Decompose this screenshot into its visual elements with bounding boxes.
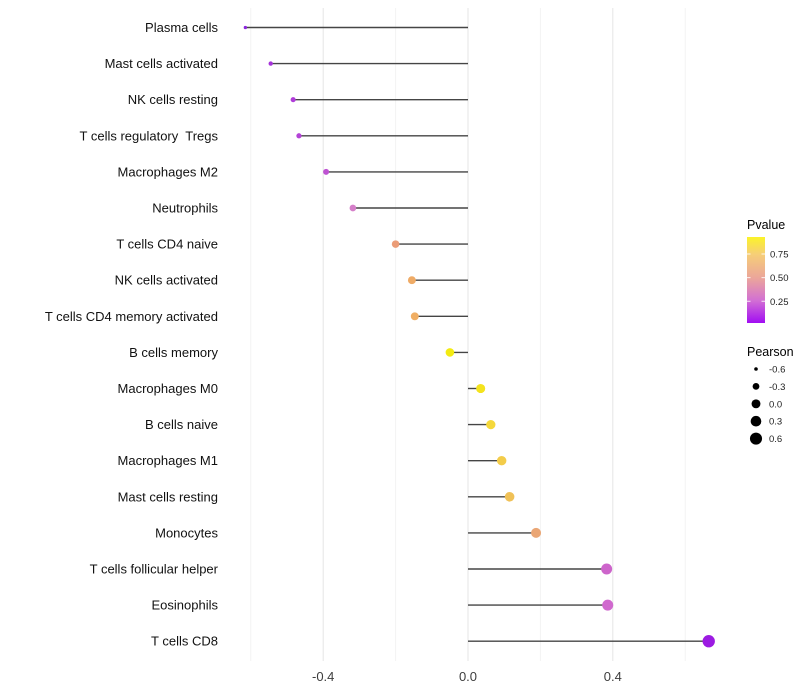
lollipop-row: T cells CD4 memory activated (45, 309, 468, 324)
lollipop-dot (268, 61, 273, 66)
pvalue-legend: Pvalue 0.75 0.50 0.25 (747, 218, 789, 323)
category-label: T cells follicular helper (90, 562, 219, 577)
pearson-size-label: 0.0 (769, 399, 782, 410)
category-label: Macrophages M0 (118, 381, 218, 396)
pearson-size-label: 0.3 (769, 417, 782, 428)
category-label: T cells CD8 (151, 634, 218, 649)
category-label: NK cells activated (115, 273, 218, 288)
pvalue-tick-label: 0.50 (770, 273, 789, 284)
x-tick-label: 0.0 (459, 669, 477, 684)
lollipop-row: B cells memory (129, 345, 468, 360)
lollipop-row: Eosinophils (152, 598, 614, 613)
x-tick-label: 0.4 (604, 669, 622, 684)
lollipop-row: B cells naive (145, 417, 496, 432)
category-label: Monocytes (155, 525, 218, 540)
lollipop-row: Macrophages M1 (118, 453, 507, 468)
category-label: NK cells resting (128, 92, 218, 107)
category-label: Neutrophils (152, 201, 218, 216)
lollipop-row: Mast cells activated (105, 56, 468, 71)
category-label: B cells naive (145, 417, 218, 432)
pearson-size-dot (752, 383, 760, 390)
lollipop-row: Neutrophils (152, 201, 468, 216)
lollipop-dot (531, 527, 542, 538)
lollipop-row: T cells regulatory Tregs (80, 128, 468, 143)
lollipop-dot (410, 312, 419, 321)
pvalue-tick-label: 0.75 (770, 250, 789, 261)
lollipop-dot (243, 25, 248, 30)
pearson-size-dot (751, 399, 761, 409)
pearson-size-dot (754, 367, 758, 371)
lollipop-dot (496, 455, 507, 466)
lollipop-row: NK cells activated (115, 273, 468, 288)
category-label: B cells memory (129, 345, 218, 360)
pearson-size-dot (750, 415, 762, 427)
category-label: T cells regulatory Tregs (80, 128, 219, 143)
lollipop-dot (702, 635, 715, 648)
lollipop-row: NK cells resting (128, 92, 468, 107)
lollipop-dot (407, 276, 416, 285)
lollipop-row: Monocytes (155, 525, 542, 540)
lollipop-dot (601, 563, 613, 575)
gridlines (250, 8, 686, 661)
lollipop-dot (445, 348, 455, 357)
lollipop-dot (504, 492, 515, 502)
lollipop-dot (323, 168, 330, 175)
x-tick-label: -0.4 (312, 669, 334, 684)
pearson-size-label: 0.6 (769, 434, 782, 445)
lollipop-row: T cells CD4 naive (116, 237, 468, 252)
pearson-legend-title: Pearson (747, 345, 794, 359)
category-label: T cells CD4 memory activated (45, 309, 218, 324)
lollipop-dot (602, 599, 614, 611)
category-label: Mast cells resting (118, 489, 218, 504)
category-label: Macrophages M2 (118, 164, 218, 179)
pearson-size-dot (749, 432, 763, 445)
pearson-size-label: -0.3 (769, 382, 785, 393)
lollipop-row: T cells follicular helper (90, 562, 613, 577)
lollipop-row: Macrophages M0 (118, 381, 486, 396)
category-label: Mast cells activated (105, 56, 218, 71)
lollipop-dot (391, 240, 400, 248)
lollipop-row: Macrophages M2 (118, 164, 468, 179)
lollipop-row: Plasma cells (145, 20, 468, 35)
category-label: Macrophages M1 (118, 453, 218, 468)
lollipop-dot (290, 97, 296, 103)
category-label: Plasma cells (145, 20, 218, 35)
pvalue-tick-label: 0.25 (770, 297, 789, 308)
category-label: T cells CD4 naive (116, 237, 218, 252)
category-label: Eosinophils (152, 598, 219, 613)
lollipop-row: T cells CD8 (151, 634, 715, 649)
lollipop-row: Mast cells resting (118, 489, 515, 504)
lollipop-dot (296, 133, 302, 139)
pearson-legend: Pearson -0.6 -0.3 0.0 0.3 0.6 (747, 345, 794, 445)
x-axis: -0.4 0.0 0.4 (312, 669, 622, 684)
lollipop-dot (476, 383, 486, 394)
lollipop-dot (349, 204, 357, 212)
pvalue-colorbar (747, 237, 765, 323)
pearson-size-label: -0.6 (769, 365, 785, 376)
pvalue-legend-title: Pvalue (747, 218, 785, 232)
lollipop-dot (486, 419, 496, 430)
